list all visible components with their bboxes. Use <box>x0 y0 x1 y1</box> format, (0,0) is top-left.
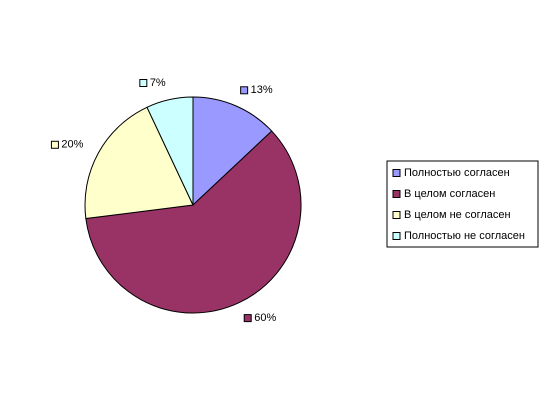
pie-slice <box>85 130 302 314</box>
legend-label: Полностью согласен <box>404 167 510 179</box>
data-label-key <box>240 86 249 95</box>
legend-key <box>392 211 401 219</box>
data-label: 13% <box>251 84 273 96</box>
data-label: 7% <box>150 77 166 89</box>
legend-label: Полностью не согласен <box>404 230 525 242</box>
pie-slice <box>146 96 194 206</box>
pie-slice <box>84 106 194 220</box>
data-label: 60% <box>254 312 276 324</box>
legend-key <box>392 190 401 198</box>
legend-key <box>392 169 401 177</box>
data-label-key <box>139 79 148 88</box>
legend-box <box>386 160 539 248</box>
data-label-key <box>243 314 252 323</box>
legend-label: В целом не согласен <box>404 209 511 221</box>
legend-key <box>392 232 401 240</box>
legend-label: В целом согласен <box>404 188 495 200</box>
pie-slice <box>192 96 273 207</box>
data-label-key <box>50 140 59 149</box>
data-label: 20% <box>61 139 83 151</box>
